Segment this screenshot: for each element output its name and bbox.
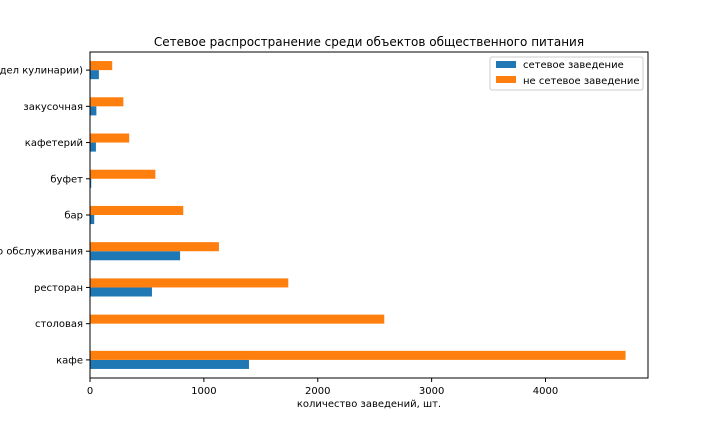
legend-label-chain: сетевое заведение (523, 60, 624, 71)
x-axis-label: количество заведений, шт. (297, 399, 441, 410)
legend-swatch-non-chain (496, 76, 516, 83)
bars-group (90, 61, 626, 369)
y-axis-ticks: кафе столовая ресторан предприятие быстрого… (0, 66, 90, 366)
y-tick-label: ресторан (34, 283, 83, 294)
y-tick-label: буфет (50, 174, 83, 185)
bar-non-chain (90, 242, 219, 252)
x-tick-label: 4000 (533, 386, 558, 397)
y-tick-label: кафетерий (25, 138, 83, 149)
bar-non-chain (90, 205, 184, 215)
y-tick-label: магазин (отдел кулинарии) (0, 66, 83, 77)
legend-box (489, 56, 644, 91)
x-tick-label: 0 (87, 386, 93, 397)
bar-chain (90, 287, 152, 297)
y-tick-label: кафе (56, 355, 83, 366)
bar-non-chain (90, 61, 113, 71)
bar-non-chain (90, 350, 626, 360)
y-tick-label: столовая (35, 319, 83, 330)
bar-chain (90, 70, 99, 80)
bar-chain (90, 359, 249, 369)
bar-non-chain (90, 133, 130, 143)
bar-chain (90, 178, 92, 188)
bar-non-chain (90, 278, 289, 288)
bar-non-chain (90, 97, 124, 107)
legend-label-non-chain: не сетевое заведение (523, 76, 640, 87)
bar-chain (90, 251, 181, 261)
legend: сетевое заведение не сетевое заведение (489, 56, 644, 91)
legend-swatch-chain (496, 61, 516, 68)
x-axis-ticks: 0 1000 2000 3000 4000 (87, 378, 558, 397)
bar-chain (90, 106, 97, 116)
bar-non-chain (90, 169, 156, 179)
y-tick-label: закусочная (23, 102, 83, 113)
bar-non-chain (90, 314, 385, 324)
bar-chain (90, 215, 95, 225)
bar-chain (90, 142, 96, 152)
x-tick-label: 1000 (191, 386, 216, 397)
y-tick-label: предприятие быстрого обслуживания (0, 247, 83, 258)
y-tick-label: бар (64, 211, 83, 222)
x-tick-label: 2000 (305, 386, 330, 397)
x-tick-label: 3000 (419, 386, 444, 397)
chart-title: Сетевое распространение среди объектов о… (154, 35, 584, 49)
